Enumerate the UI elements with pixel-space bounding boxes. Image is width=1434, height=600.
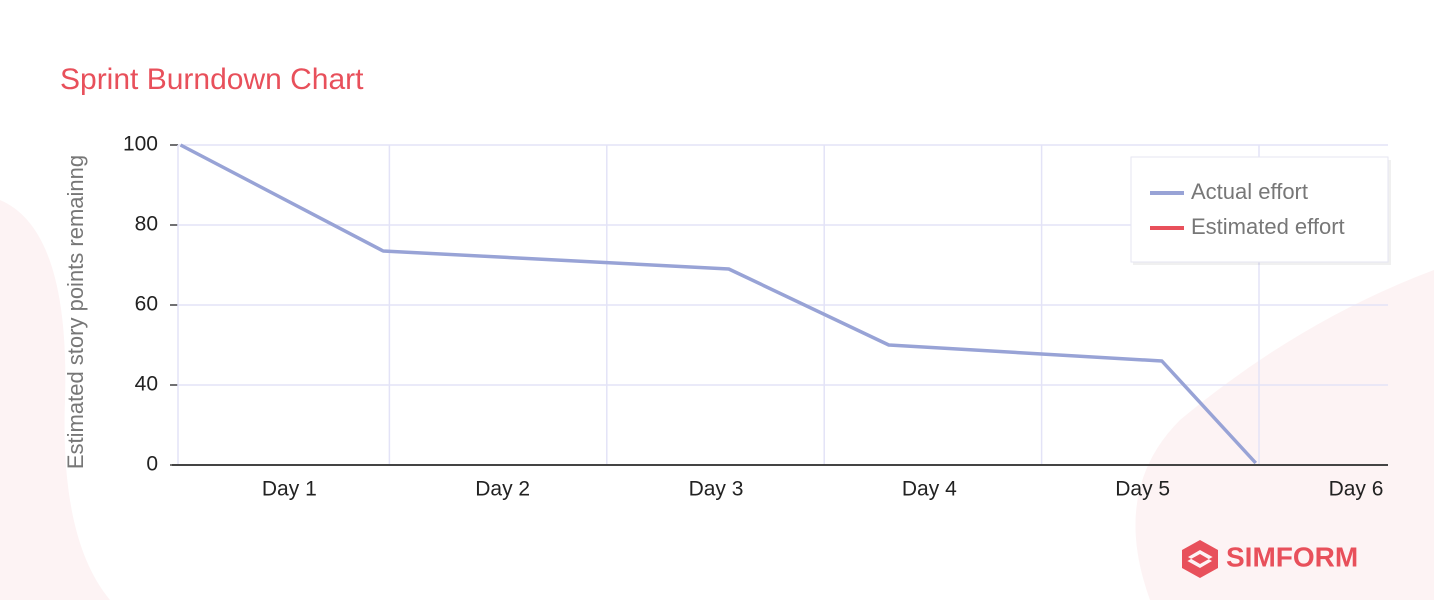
background-blob [1135, 270, 1434, 600]
brand-logo: SIMFORM [1182, 540, 1358, 578]
y-tick-label: 80 [135, 213, 158, 236]
x-tick-label: Day 4 [902, 478, 957, 501]
y-tick-label: 40 [135, 373, 158, 396]
x-tick-label: Day 1 [262, 478, 317, 501]
x-tick-label: Day 3 [689, 478, 744, 501]
line-series [179, 143, 1258, 465]
legend-label: Estimated effort [1191, 214, 1345, 239]
brand-icon [1182, 540, 1218, 578]
y-axis-label: Estimated story points remainng [63, 155, 88, 469]
legend: Actual effort Estimated effort [1130, 156, 1391, 265]
plot: 100 80 60 40 0 Day 1 Day 2 Day 3 Day 4 Day 5 Day 6… [123, 133, 1391, 501]
y-tick-label: 0 [146, 453, 158, 476]
legend-label: Actual effort [1191, 179, 1308, 204]
background-blob [0, 200, 110, 600]
x-tick-label: Day 2 [475, 478, 530, 501]
x-tick-label: Day 6 [1329, 478, 1384, 501]
y-tick-label: 100 [123, 133, 158, 156]
chart-title: Sprint Burndown Chart [60, 63, 364, 96]
y-tick-label: 60 [135, 293, 158, 316]
x-tick-label: Day 5 [1115, 478, 1170, 501]
legend-box [1130, 156, 1389, 263]
brand-name: SIMFORM [1226, 541, 1358, 572]
